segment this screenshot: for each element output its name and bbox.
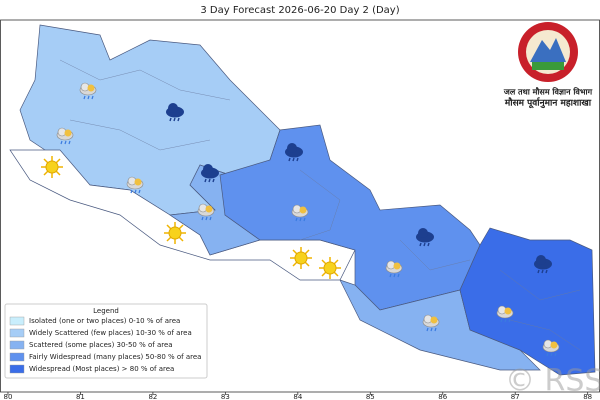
- x-tick-label: 81: [76, 393, 85, 400]
- legend-label: Fairly Widespread (many places) 50-80 % …: [29, 353, 201, 361]
- district-line: [399, 239, 471, 271]
- legend-swatch: [9, 352, 25, 362]
- x-tick-label: 85: [366, 393, 375, 400]
- legend: Legend Isolated (one or two places) 0-10…: [4, 303, 208, 379]
- x-tick-label: 83: [221, 393, 230, 400]
- logo-line2: मौसम पूर्वानुमान महाशाखा: [504, 97, 592, 109]
- x-tick-label: 87: [511, 393, 520, 400]
- legend-label: Scattered (some places) 30-50 % of area: [29, 341, 173, 349]
- x-tick-label: 88: [583, 393, 592, 400]
- district-line: [69, 119, 211, 151]
- map-title: 3 Day Forecast 2026-06-20 Day 2 (Day): [200, 5, 399, 16]
- logo-line1: जल तथा मौसम विज्ञान विभाग: [503, 87, 593, 97]
- x-tick-label: 80: [4, 393, 13, 400]
- legend-box: [4, 303, 208, 379]
- legend-swatch: [9, 364, 25, 374]
- x-tick-label: 82: [148, 393, 157, 400]
- x-axis: 80 81 82 83 84 85 86 87 88: [4, 392, 592, 400]
- emblem-field: [532, 62, 564, 70]
- emblem-mountain: [530, 38, 566, 62]
- legend-title: Legend: [93, 307, 119, 315]
- district-line: [499, 269, 581, 301]
- legend-swatch: [9, 340, 25, 350]
- x-tick-label: 86: [438, 393, 447, 400]
- district-line: [59, 59, 231, 101]
- district-line: [509, 319, 581, 351]
- region: [459, 227, 596, 376]
- x-tick-label: 84: [293, 393, 302, 400]
- district-line: [299, 169, 341, 241]
- legend-swatch: [9, 316, 25, 326]
- legend-swatch: [9, 328, 25, 338]
- sun-icon: [40, 155, 64, 179]
- sun-icon: [318, 256, 342, 280]
- sun-icon: [163, 221, 187, 245]
- legend-label: Widespread (Most places) > 80 % of area: [29, 365, 174, 373]
- sun-icon: [289, 246, 313, 270]
- legend-label: Isolated (one or two places) 0-10 % of a…: [29, 317, 180, 325]
- legend-label: Widely Scattered (few places) 10-30 % of…: [29, 329, 192, 337]
- regions: [9, 24, 596, 376]
- logo: जल तथा मौसम विज्ञान विभाग मौसम पूर्वानुम…: [503, 22, 593, 109]
- watermark: © RSS: [505, 364, 600, 399]
